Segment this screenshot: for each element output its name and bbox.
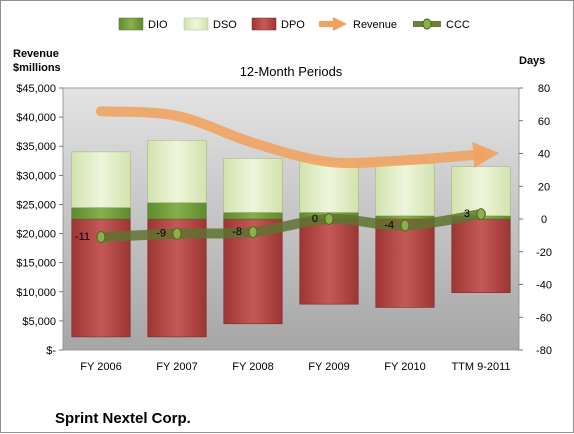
legend-revenue-swatch — [319, 17, 347, 31]
dpo-bar — [300, 219, 359, 304]
dso-bar — [72, 152, 131, 208]
ccc-point — [97, 232, 105, 243]
legend-dpo-swatch — [252, 18, 276, 30]
ccc-data-label: -8 — [232, 226, 242, 238]
ccc-point — [401, 220, 409, 231]
dpo-bar — [376, 219, 435, 307]
right-tick-label: -40 — [536, 280, 552, 292]
right-tick-label: 0 — [541, 214, 547, 226]
category-label: FY 2008 — [232, 361, 273, 373]
left-tick-label: $20,000 — [16, 229, 56, 241]
right-tick-label: -80 — [536, 345, 552, 357]
left-tick-label: $- — [46, 345, 56, 357]
chart-subtitle: 12-Month Periods — [240, 64, 343, 79]
left-tick-label: $10,000 — [16, 287, 56, 299]
category-label: FY 2010 — [384, 361, 425, 373]
ccc-point — [249, 227, 257, 238]
right-tick-label: 20 — [538, 181, 550, 193]
ccc-data-label: -4 — [384, 220, 394, 232]
right-tick-label: -20 — [536, 247, 552, 259]
left-tick-label: $25,000 — [16, 199, 56, 211]
dpo-bar — [452, 219, 511, 293]
left-axis: $- $5,000 $10,000 $15,000 $20,000 $25,000 $30,… — [16, 83, 63, 357]
left-tick-label: $40,000 — [16, 112, 56, 124]
dso-bar — [148, 140, 207, 202]
dso-bar — [224, 158, 283, 212]
legend-dpo-label: DPO — [281, 19, 305, 31]
dio-bar — [224, 212, 283, 219]
ccc-data-label: 0 — [312, 213, 318, 225]
legend-dso-label: DSO — [213, 19, 237, 31]
legend-dio-label: DIO — [148, 19, 168, 31]
left-tick-label: $5,000 — [22, 316, 56, 328]
right-tick-label: 80 — [538, 83, 550, 95]
legend-ccc-swatch — [413, 19, 441, 29]
ccc-data-label: -11 — [75, 231, 90, 243]
ccc-point — [173, 228, 181, 239]
dio-bar — [148, 203, 207, 219]
x-axis: FY 2006 FY 2007 FY 2008 FY 2009 FY 2010 TTM 9… — [80, 361, 510, 373]
legend-dso-swatch — [184, 18, 208, 30]
ccc-point — [325, 214, 333, 225]
legend-dio-swatch — [119, 18, 143, 30]
left-tick-label: $30,000 — [16, 170, 56, 182]
category-label: TTM 9-2011 — [451, 361, 510, 373]
dio-bar — [72, 208, 131, 219]
ccc-data-label: -9 — [156, 228, 166, 240]
right-tick-label: 40 — [538, 149, 550, 161]
legend-ccc-label: CCC — [446, 19, 470, 31]
company-name: Sprint Nextel Corp. — [55, 410, 191, 427]
category-label: FY 2007 — [156, 361, 197, 373]
legend-revenue-label: Revenue — [353, 19, 397, 31]
dio-bar — [376, 216, 435, 219]
legend: DIO DSO DPO Revenue CCC — [119, 17, 470, 31]
left-tick-label: $45,000 — [16, 83, 56, 95]
ccc-point — [477, 209, 485, 220]
left-tick-label: $15,000 — [16, 258, 56, 270]
ccc-data-label: 3 — [464, 208, 470, 220]
right-tick-label: -60 — [536, 312, 552, 324]
dso-bar — [376, 163, 435, 215]
left-axis-title-line2: $millions — [13, 62, 61, 74]
left-axis-title-line1: Revenue — [13, 48, 59, 60]
category-label: FY 2006 — [80, 361, 121, 373]
left-tick-label: $35,000 — [16, 141, 56, 153]
right-axis: -80 -60 -40 -20 0 20 40 60 80 — [519, 83, 552, 357]
right-axis-title: Days — [519, 55, 545, 67]
right-tick-label: 60 — [538, 116, 550, 128]
category-label: FY 2009 — [308, 361, 349, 373]
